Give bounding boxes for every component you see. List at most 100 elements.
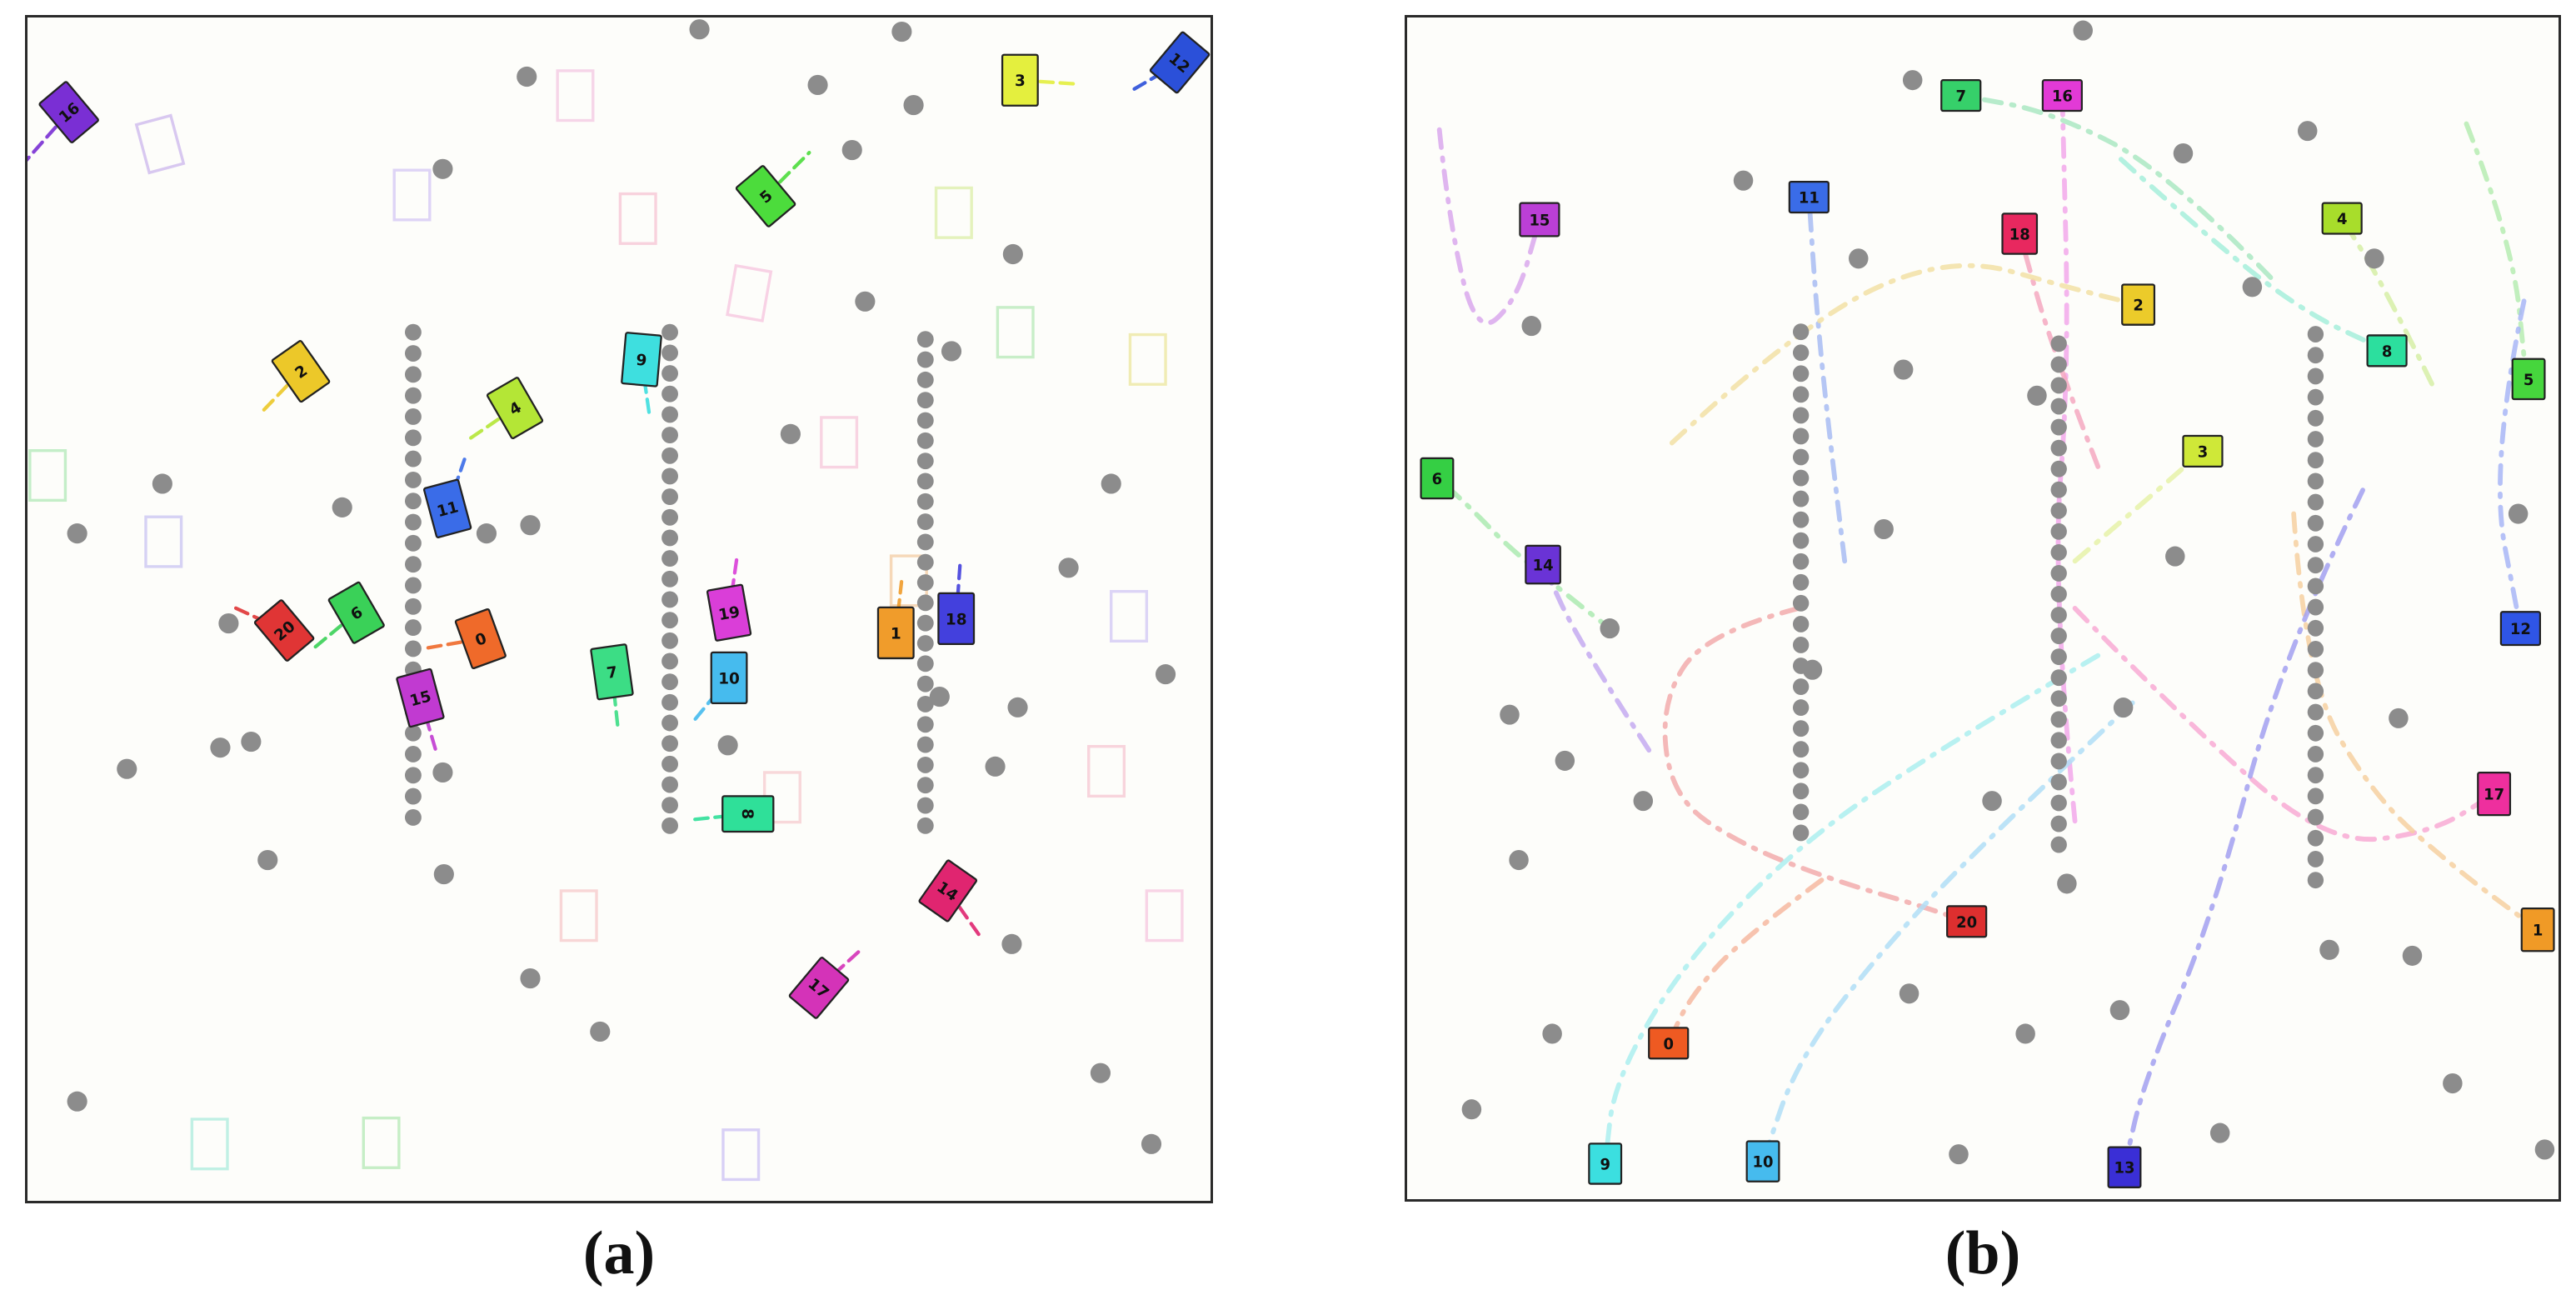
agent-3: 3 bbox=[2182, 434, 2224, 468]
obstacle-dot bbox=[1893, 359, 1914, 380]
wall-dot bbox=[2307, 703, 2324, 721]
agent-5: 5 bbox=[735, 151, 811, 228]
agent-9: 9 bbox=[621, 332, 662, 415]
agent-body bbox=[2321, 202, 2363, 235]
agent-16: 16 bbox=[27, 81, 99, 162]
agent-label: 8 bbox=[2382, 343, 2392, 361]
agent-label: 17 bbox=[2484, 786, 2504, 803]
obstacle-dot bbox=[520, 968, 541, 989]
wall-dot bbox=[2050, 628, 2067, 645]
panel-a: 16 3 12 5 2 4 9 11 6 20 0 15 19 7 10 1 18 8 14 17 bbox=[25, 15, 1213, 1203]
agent-body bbox=[735, 165, 796, 228]
trajectory-agent-7 bbox=[1958, 92, 2274, 280]
wall-dot bbox=[916, 553, 934, 571]
wall-dot bbox=[2307, 662, 2324, 679]
agent-label: 18 bbox=[946, 611, 967, 628]
goal-marker bbox=[618, 192, 657, 245]
wall-dot bbox=[916, 716, 934, 733]
wall-dot bbox=[1792, 678, 1810, 695]
wall-dot bbox=[404, 408, 422, 425]
obstacle-dot bbox=[2027, 385, 2047, 406]
wall-dot bbox=[2307, 514, 2324, 532]
obstacle-dot bbox=[1002, 243, 1023, 265]
trajectory-agent-17 bbox=[2072, 606, 2497, 842]
wall-dot bbox=[1792, 344, 1810, 362]
obstacle-dot bbox=[2364, 248, 2384, 269]
agent-body bbox=[2477, 771, 2512, 817]
wall-dot bbox=[916, 412, 934, 429]
wall-dot bbox=[404, 577, 422, 594]
goal-marker bbox=[726, 263, 773, 322]
wall-dot bbox=[404, 556, 422, 573]
obstacle-dot bbox=[1555, 750, 1575, 771]
wall-dot bbox=[404, 534, 422, 552]
agent-6: 6 bbox=[1420, 457, 1455, 500]
obstacle-dot bbox=[1633, 791, 1654, 812]
wall-dot bbox=[661, 735, 678, 752]
wall-dot bbox=[2307, 368, 2324, 385]
agent-body bbox=[2499, 611, 2541, 647]
wall-dot bbox=[404, 323, 422, 341]
wall-dot bbox=[661, 612, 678, 629]
agent-body bbox=[486, 377, 544, 440]
obstacle-dot bbox=[1982, 791, 2002, 812]
wall-dot bbox=[1792, 803, 1810, 821]
wall-dot bbox=[661, 447, 678, 464]
obstacle-dot bbox=[257, 849, 278, 871]
wall-dot bbox=[2307, 557, 2324, 574]
wall-dot bbox=[2050, 565, 2067, 582]
agent-label: 18 bbox=[2009, 226, 2030, 243]
wall-dot bbox=[404, 429, 422, 447]
wall-dot bbox=[2050, 502, 2067, 519]
agent-body bbox=[1940, 79, 1982, 112]
panel-b-plot: 7 16 11 18 4 15 2 8 5 3 6 14 12 17 20 0 1 9 10 13 bbox=[1420, 20, 2555, 1188]
wall-dot bbox=[661, 406, 678, 423]
obstacle-dot bbox=[2209, 1122, 2230, 1143]
obstacle-dot bbox=[67, 523, 87, 544]
agent-body bbox=[1001, 53, 1039, 107]
agent-16: 16 bbox=[2041, 79, 2083, 112]
wall-dot bbox=[2307, 578, 2324, 595]
agent-14: 14 bbox=[918, 859, 982, 938]
wall-dot bbox=[2307, 829, 2324, 847]
obstacle-dot bbox=[432, 158, 453, 179]
agent-18: 18 bbox=[937, 563, 976, 646]
goal-marker bbox=[559, 889, 598, 942]
wall-dot bbox=[404, 471, 422, 488]
wall-dot bbox=[661, 797, 678, 814]
agent-1: 1 bbox=[2520, 908, 2555, 952]
obstacle-dot bbox=[807, 74, 828, 96]
agent-8: 8 bbox=[2366, 334, 2408, 368]
agent-11: 11 bbox=[1788, 180, 1830, 214]
wall-dot bbox=[1792, 573, 1810, 591]
wall-dot bbox=[916, 614, 934, 632]
trajectory-agent-16 bbox=[2055, 92, 2078, 824]
obstacle-dot bbox=[2319, 939, 2339, 960]
agent-body bbox=[1788, 180, 1830, 214]
wall-dot bbox=[2050, 815, 2067, 832]
obstacle-dot bbox=[1509, 849, 1529, 871]
agent-label: 1 bbox=[891, 625, 901, 642]
agent-label: 7 bbox=[1955, 88, 1965, 105]
agent-body bbox=[2182, 434, 2224, 468]
obstacle-dot bbox=[1600, 618, 1620, 639]
obstacle-dot bbox=[929, 687, 950, 708]
agent-body bbox=[38, 81, 99, 143]
agent-label: 16 bbox=[2052, 88, 2073, 105]
agent-14: 14 bbox=[1525, 544, 1561, 585]
wall-dot bbox=[2050, 836, 2067, 853]
wall-dot bbox=[2050, 752, 2067, 770]
goal-marker bbox=[820, 416, 859, 469]
obstacle-dot bbox=[1542, 1023, 1562, 1044]
wall-dot bbox=[404, 788, 422, 805]
obstacle-dot bbox=[210, 738, 231, 758]
wall-dot bbox=[2307, 326, 2324, 342]
obstacle-dot bbox=[1155, 664, 1176, 685]
agent-label: 4 bbox=[2337, 211, 2347, 228]
agent-9: 9 bbox=[1588, 1142, 1623, 1185]
agent-body bbox=[1519, 202, 1560, 238]
agent-label: 10 bbox=[1753, 1153, 1774, 1171]
agent-18: 18 bbox=[2001, 212, 2039, 255]
wall-dot bbox=[2307, 851, 2324, 868]
wall-dot bbox=[1792, 323, 1810, 341]
